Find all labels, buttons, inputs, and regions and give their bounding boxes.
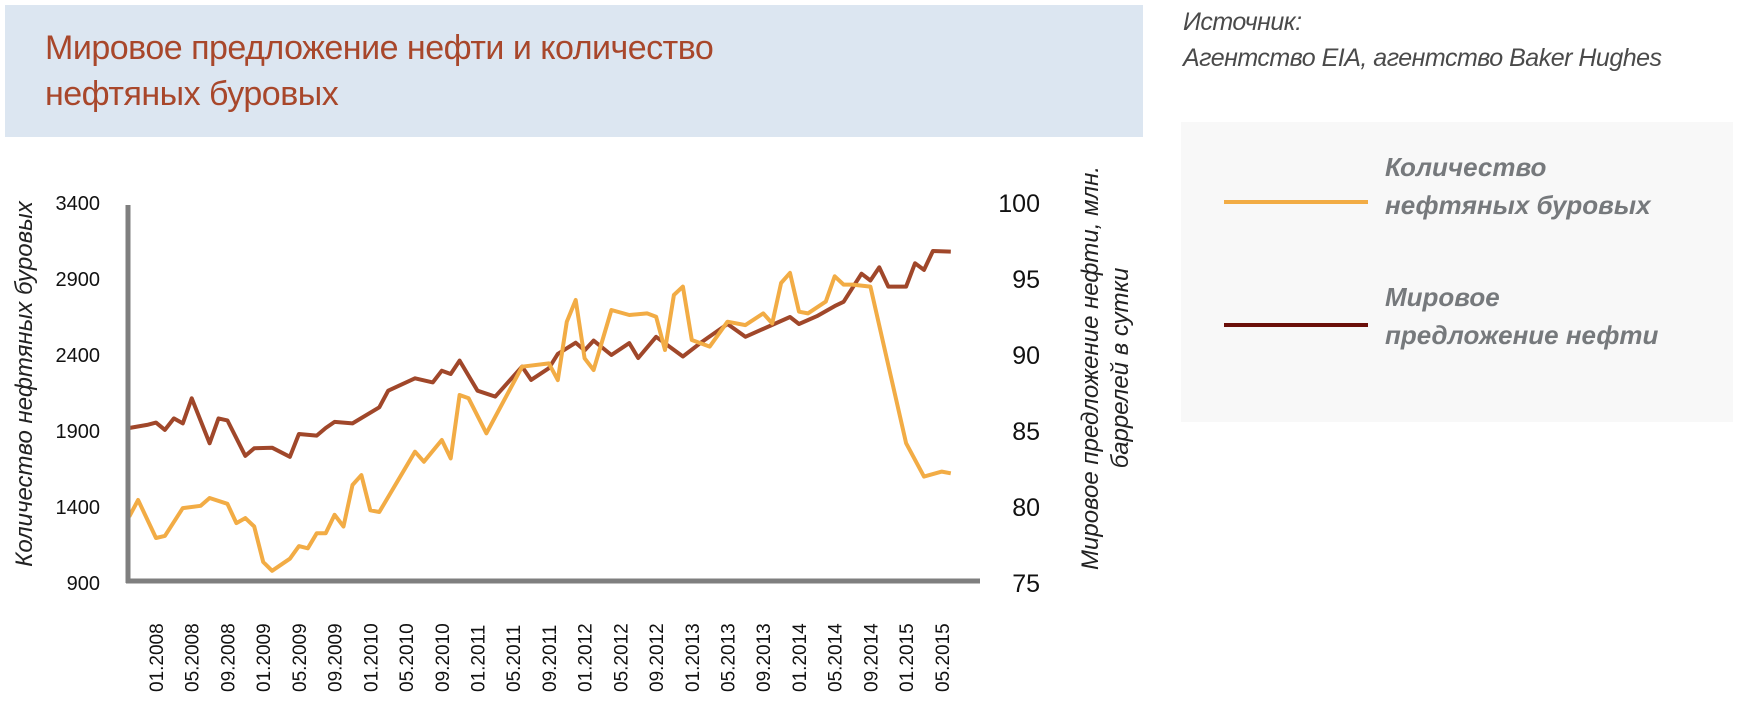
x-tick-label: 05.2012 (611, 623, 632, 692)
x-tick-label: 01.2012 (576, 623, 597, 692)
legend: Количество нефтяных буровых Мировое пред… (1181, 122, 1733, 422)
legend-label-oil-supply: Мировое предложение нефти (1385, 278, 1705, 354)
left-tick-label: 1400 (56, 497, 101, 519)
legend-label-line: нефтяных буровых (1385, 190, 1651, 220)
right-tick-label: 80 (1012, 494, 1040, 522)
left-tick-label: 900 (67, 573, 100, 595)
source-note: Источник: Агентство EIA, агентство Baker… (1183, 4, 1662, 76)
title-line-1: Мировое предложение нефти и количество (45, 29, 714, 67)
title-line-2: нефтяных буровых (45, 75, 339, 113)
chart-title: Мировое предложение нефти и количество н… (45, 25, 1045, 117)
left-tick-label: 2400 (56, 345, 101, 367)
x-tick-label: 05.2009 (290, 623, 311, 692)
x-tick-label: 09.2012 (647, 623, 668, 692)
right-tick-label: 100 (998, 190, 1040, 218)
legend-label-line: Мировое (1385, 282, 1500, 312)
x-tick-label: 09.2013 (754, 623, 775, 692)
x-tick-label: 05.2014 (826, 623, 847, 692)
series-line-oil-supply (128, 249, 951, 459)
source-text: Агентство EIA, агентство Baker Hughes (1183, 44, 1662, 72)
series-line-rig-count (127, 270, 952, 573)
legend-label-line: Количество (1385, 152, 1547, 182)
left-tick-label: 3400 (56, 193, 101, 215)
x-tick-label: 09.2011 (540, 625, 561, 692)
right-axis-title-line-1: Мировое предложение нефти, млн. (1077, 166, 1104, 570)
legend-label-rigs: Количество нефтяных буровых (1385, 148, 1705, 224)
right-tick-label: 95 (1012, 266, 1040, 294)
legend-label-line: предложение нефти (1385, 320, 1659, 350)
x-tick-label: 05.2015 (933, 623, 954, 692)
x-tick-label: 01.2015 (897, 623, 918, 692)
x-tick-label: 05.2010 (397, 623, 418, 692)
x-tick-label: 01.2008 (147, 623, 168, 692)
x-tick-label: 01.2010 (361, 623, 382, 692)
x-tick-label: 05.2011 (504, 625, 525, 692)
x-tick-label: 09.2009 (326, 623, 347, 692)
legend-swatch-rigs (1224, 200, 1368, 204)
left-tick-label: 2900 (56, 269, 101, 291)
x-tick-label: 01.2013 (683, 623, 704, 692)
source-label: Источник: (1183, 8, 1302, 36)
left-tick-label: 1900 (56, 421, 101, 443)
left-axis-title: Количество нефтяных буровых (11, 200, 38, 567)
right-tick-label: 90 (1012, 342, 1040, 370)
x-tick-label: 01.2011 (468, 625, 489, 692)
x-tick-label: 09.2014 (861, 623, 882, 692)
x-tick-label: 09.2008 (218, 623, 239, 692)
right-tick-label: 85 (1012, 418, 1040, 446)
x-tick-label: 09.2010 (433, 623, 454, 692)
x-tick-label: 05.2008 (183, 623, 204, 692)
title-panel: Мировое предложение нефти и количество н… (5, 5, 1143, 137)
right-axis-title-line-2: баррелей в сутки (1107, 268, 1134, 469)
x-tick-label: 05.2013 (719, 623, 740, 692)
x-tick-label: 01.2009 (254, 623, 275, 692)
legend-swatch-oil-supply (1224, 323, 1368, 327)
x-tick-label: 01.2014 (790, 623, 811, 692)
right-tick-label: 75 (1012, 570, 1040, 598)
